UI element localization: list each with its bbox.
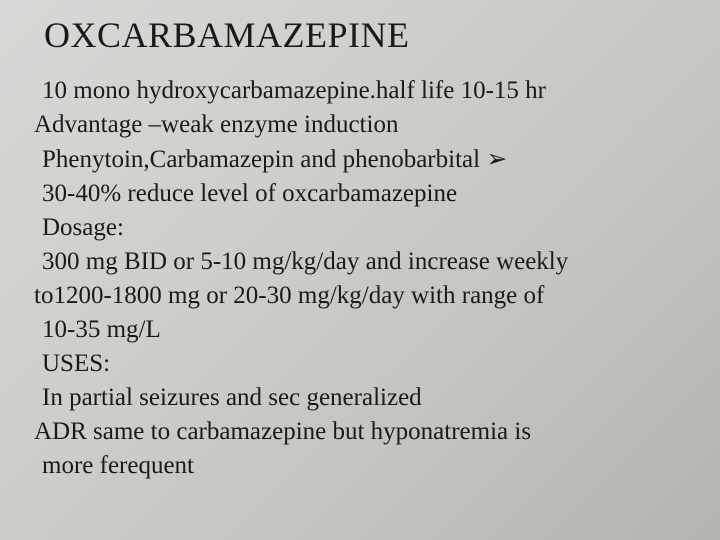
line-10: In partial seizures and sec generalized bbox=[34, 381, 692, 415]
slide-title: OXCARBAMAZEPINE bbox=[44, 14, 692, 56]
slide-container: OXCARBAMAZEPINE 10 mono hydroxycarbamaze… bbox=[0, 0, 720, 540]
line-11: ADR same to carbamazepine but hyponatrem… bbox=[34, 415, 692, 449]
line-6: 300 mg BID or 5-10 mg/kg/day and increas… bbox=[34, 245, 692, 279]
line-8: 10-35 mg/L bbox=[34, 313, 692, 347]
line-4: 30-40% reduce level of oxcarbamazepine bbox=[34, 177, 692, 211]
arrow-icon: ➢ bbox=[486, 145, 507, 173]
line-1: 10 mono hydroxycarbamazepine.half life 1… bbox=[34, 74, 692, 108]
line-7: to1200-1800 mg or 20-30 mg/kg/day with r… bbox=[34, 279, 692, 313]
line-3: Phenytoin,Carbamazepin and phenobarbital… bbox=[34, 142, 692, 177]
line-5: Dosage: bbox=[34, 211, 692, 245]
line-3-text: Phenytoin,Carbamazepin and phenobarbital bbox=[42, 146, 486, 173]
line-9: USES: bbox=[34, 347, 692, 381]
line-2: Advantage –weak enzyme induction bbox=[34, 108, 692, 142]
slide-body: 10 mono hydroxycarbamazepine.half life 1… bbox=[34, 74, 692, 483]
line-12: more ferequent bbox=[34, 449, 692, 483]
